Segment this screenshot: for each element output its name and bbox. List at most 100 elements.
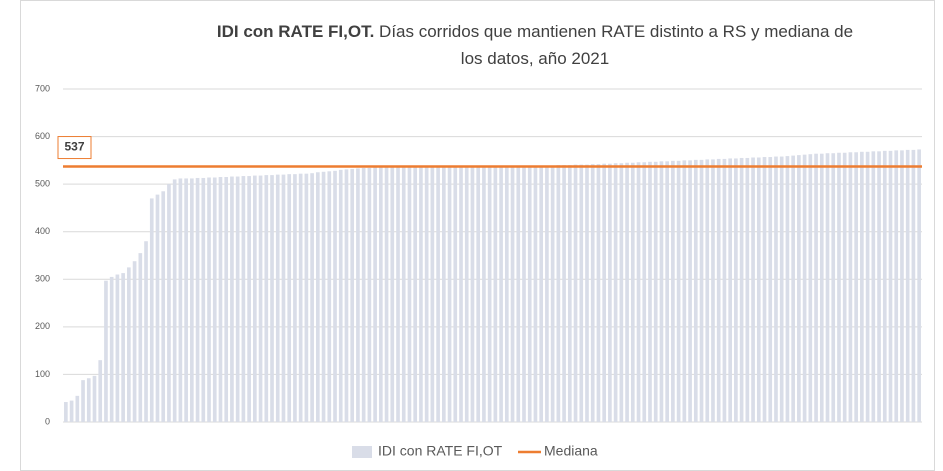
- bar: [911, 149, 916, 423]
- bar: [378, 167, 383, 422]
- bar: [459, 166, 463, 422]
- bar: [562, 165, 566, 422]
- bar: [739, 157, 744, 422]
- bar: [527, 166, 532, 422]
- bar: [711, 159, 715, 423]
- bar: [665, 161, 669, 422]
- bar: [413, 167, 418, 422]
- bar: [814, 153, 818, 422]
- bar: [567, 165, 572, 422]
- bar: [630, 162, 635, 422]
- bar: [436, 166, 440, 422]
- bar: [218, 177, 223, 422]
- bar: [837, 152, 841, 422]
- y-tick-label: 500: [35, 179, 50, 189]
- bar: [212, 177, 217, 422]
- bar: [373, 167, 377, 422]
- bar: [407, 167, 412, 422]
- y-tick-label: 0: [45, 416, 50, 426]
- bar: [625, 162, 629, 422]
- bar: [447, 166, 452, 422]
- bar: [127, 267, 131, 422]
- bar: [64, 402, 68, 422]
- median-label: 537: [64, 140, 84, 154]
- bar: [539, 165, 544, 422]
- bar: [310, 173, 314, 422]
- bar: [848, 152, 853, 422]
- bar: [390, 167, 395, 422]
- bar: [161, 191, 166, 422]
- bar: [401, 167, 406, 422]
- bar: [533, 166, 538, 422]
- bar: [516, 166, 521, 422]
- bar: [636, 162, 641, 422]
- bar: [774, 156, 778, 422]
- bar: [682, 160, 687, 422]
- bar: [115, 274, 120, 422]
- bar: [144, 241, 148, 422]
- bar: [900, 150, 904, 423]
- bar: [224, 177, 229, 422]
- bar: [155, 194, 160, 422]
- bar: [98, 360, 103, 422]
- bar: [298, 173, 303, 422]
- bar: [699, 159, 704, 423]
- bar: [522, 166, 526, 422]
- bar: [590, 164, 595, 423]
- bar: [327, 171, 332, 422]
- bar: [642, 162, 647, 422]
- title-text: Días corridos que mantienen RATE distint…: [379, 22, 854, 68]
- bar: [693, 159, 698, 423]
- bar: [745, 157, 750, 422]
- bar: [321, 171, 326, 422]
- bar: [493, 166, 498, 422]
- bar: [109, 276, 114, 422]
- bar: [659, 161, 664, 422]
- bar: [367, 167, 372, 422]
- bar: [802, 154, 807, 423]
- bar: [350, 168, 355, 422]
- bar: [104, 280, 108, 422]
- bar: [419, 166, 423, 422]
- bar: [819, 153, 824, 422]
- bar: [877, 151, 881, 422]
- bar: [499, 166, 503, 422]
- bar: [734, 158, 738, 422]
- median-label-box: [57, 136, 92, 160]
- bar: [762, 157, 767, 422]
- y-tick-label: 400: [35, 226, 50, 236]
- bar: [207, 177, 211, 422]
- bar: [785, 156, 790, 422]
- bar: [338, 169, 343, 422]
- bar: [304, 173, 309, 422]
- bar: [184, 178, 188, 422]
- bar: [424, 166, 429, 422]
- title-emphasis: IDI con RATE FI,OT.: [216, 22, 375, 41]
- bar: [487, 166, 492, 422]
- bar: [361, 167, 366, 422]
- bar: [545, 165, 549, 422]
- bar: [253, 175, 257, 422]
- bar: [293, 174, 297, 422]
- bar: [860, 151, 864, 422]
- bar: [178, 178, 183, 422]
- bar: [172, 179, 177, 422]
- chart-title: IDI con RATE FI,OT. Días corridos que ma…: [215, 18, 855, 72]
- bar: [894, 150, 899, 423]
- bar: [453, 166, 458, 422]
- bar: [888, 150, 893, 423]
- bar: [596, 164, 601, 423]
- bar: [705, 159, 710, 423]
- bar: [905, 149, 910, 423]
- bar: [247, 176, 251, 422]
- bar: [504, 166, 509, 422]
- bar: [235, 176, 240, 422]
- bar: [81, 380, 85, 422]
- bar: [430, 166, 435, 422]
- legend-label: Mediana: [544, 443, 598, 459]
- bar: [671, 160, 675, 422]
- y-tick-label: 100: [35, 369, 50, 379]
- bar: [756, 157, 761, 422]
- bar: [831, 153, 836, 422]
- bar: [871, 151, 876, 422]
